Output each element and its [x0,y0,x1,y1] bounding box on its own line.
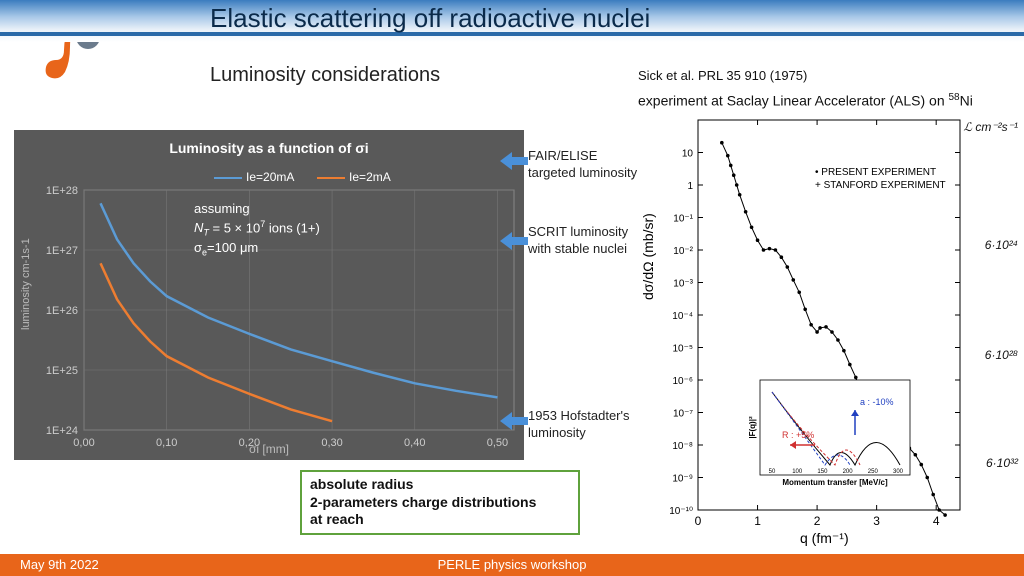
svg-text:200: 200 [843,469,854,475]
svg-text:50: 50 [769,469,776,475]
svg-text:1E+25: 1E+25 [46,365,78,377]
svg-text:• PRESENT EXPERIMENT: • PRESENT EXPERIMENT [815,167,936,178]
footer: May 9th 2022 PERLE physics workshop [0,554,1024,576]
legend-label-1: Ie=20mA [246,170,294,184]
svg-text:Momentum transfer [MeV/c]: Momentum transfer [MeV/c] [782,478,888,487]
svg-text:1E+28: 1E+28 [46,185,78,197]
svg-text:10⁻⁵: 10⁻⁵ [672,344,693,355]
right-y-label: dσ/dΩ (mb/sr) [640,213,656,300]
svg-text:4: 4 [933,514,940,528]
assume-line: σe=100 μm [194,239,320,259]
svg-text:100: 100 [792,469,803,475]
footer-center: PERLE physics workshop [0,557,1024,572]
subtitle: Luminosity considerations [210,64,440,87]
reference-citation: Sick et al. PRL 35 910 (1975) [638,68,807,83]
page-title: Elastic scattering off radioactive nucle… [210,3,650,34]
highlight-line: 2-parameters charge distributions [310,494,570,512]
svg-text:10⁻⁹: 10⁻⁹ [672,474,693,485]
svg-text:1E+26: 1E+26 [46,305,78,317]
svg-text:10⁻⁴: 10⁻⁴ [672,311,693,322]
arrow-label-scrit: SCRIT luminosity with stable nuclei [528,224,638,258]
arrow-label-fair: FAIR/ELISE targeted luminosity [528,148,638,182]
svg-text:2: 2 [814,514,821,528]
svg-text:10⁻⁸: 10⁻⁸ [672,441,693,452]
svg-text:3: 3 [873,514,880,528]
lumi-marker: 6·10³² [986,456,1018,470]
highlight-line: at reach [310,511,570,529]
svg-text:R : +5%: R : +5% [782,430,814,440]
svg-text:1: 1 [687,181,693,192]
lumi-axis-label: ℒ cm⁻²s⁻¹ [963,120,1018,134]
svg-text:250: 250 [868,469,879,475]
svg-text:10⁻²: 10⁻² [673,246,693,257]
lumi-marker: 6·10²⁴ [985,238,1018,252]
svg-text:+ STANFORD EXPERIMENT: + STANFORD EXPERIMENT [815,180,946,191]
lumi-marker: 6·10²⁸ [985,348,1018,362]
arrow-icon [500,412,528,430]
cross-section-chart: 10⁻¹⁰ 10⁻⁹ 10⁻⁸ 10⁻⁷ 10⁻⁶ 10⁻⁵ 10⁻⁴ 10⁻³ 10⁻² 10⁻… [640,110,1014,540]
highlight-line: absolute radius [310,476,570,494]
luminosity-chart: Luminosity as a function of σi 1E+241E+2… [14,130,524,460]
svg-text:a : -10%: a : -10% [860,397,894,407]
y-axis-label: luminosity cm-1s-1 [20,238,32,330]
svg-text:10⁻⁶: 10⁻⁶ [672,376,693,387]
svg-text:1E+24: 1E+24 [46,425,78,437]
svg-text:0: 0 [695,514,702,528]
svg-text:10⁻¹⁰: 10⁻¹⁰ [669,506,693,517]
svg-text:10⁻³: 10⁻³ [673,279,693,290]
assumption-text: assuming NT = 5 × 107 ions (1+) σe=100 μ… [194,200,320,258]
highlight-box: absolute radius 2-parameters charge dist… [300,470,580,535]
svg-text:10⁻¹: 10⁻¹ [673,214,693,225]
svg-text:|F(q)|²: |F(q)|² [748,416,757,439]
arrow-icon [500,152,528,170]
svg-text:1: 1 [754,514,761,528]
svg-text:1E+27: 1E+27 [46,245,78,257]
assume-line: NT = 5 × 107 ions (1+) [194,218,320,239]
svg-text:300: 300 [893,469,904,475]
x-axis-label: σi [mm] [14,442,524,456]
arrow-icon [500,232,528,250]
right-x-label: q (fm⁻¹) [800,530,849,547]
svg-text:10: 10 [682,149,694,160]
reference-description: experiment at Saclay Linear Accelerator … [638,92,973,109]
svg-text:150: 150 [817,469,828,475]
legend-label-2: Ie=2mA [349,170,391,184]
arrow-label-hofstadter: 1953 Hofstadter's luminosity [528,408,638,442]
svg-text:10⁻⁷: 10⁻⁷ [673,409,693,420]
chart-legend: Ie=20mA Ie=2mA [214,170,391,184]
assume-line: assuming [194,200,320,218]
